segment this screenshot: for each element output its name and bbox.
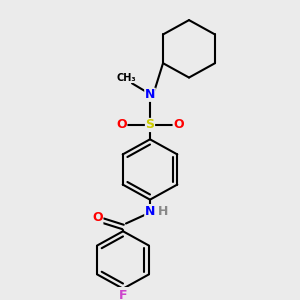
Text: O: O bbox=[92, 211, 103, 224]
Text: S: S bbox=[146, 118, 154, 131]
Text: H: H bbox=[158, 205, 169, 218]
Text: O: O bbox=[173, 118, 184, 131]
Text: CH₃: CH₃ bbox=[116, 73, 136, 82]
Text: O: O bbox=[116, 118, 127, 131]
Text: N: N bbox=[145, 205, 155, 218]
Text: F: F bbox=[119, 289, 127, 300]
Text: N: N bbox=[145, 88, 155, 101]
